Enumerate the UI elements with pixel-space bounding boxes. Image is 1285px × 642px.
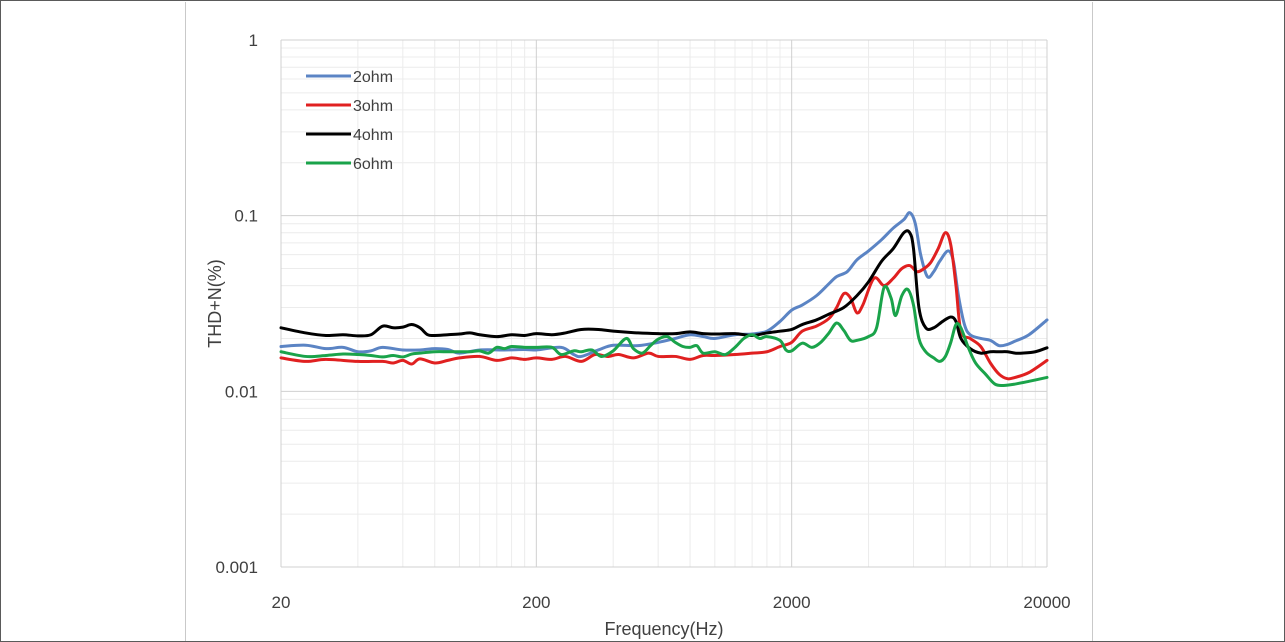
- x-tick-labels: 20 200 2000 20000: [272, 593, 1071, 612]
- legend-label: 6ohm: [353, 156, 393, 173]
- x-tick-label: 20000: [1023, 593, 1070, 612]
- legend: 2ohm 3ohm 4ohm 6ohm: [306, 69, 393, 173]
- x-tick-label: 20: [272, 593, 291, 612]
- legend-label: 3ohm: [353, 98, 393, 115]
- series-lines: [279, 211, 1049, 388]
- x-tick-label: 2000: [773, 593, 811, 612]
- y-axis-title: THD+N(%): [205, 259, 225, 348]
- y-tick-label: 1: [249, 31, 258, 50]
- series-line-3ohm: [279, 231, 1049, 381]
- x-tick-label: 200: [522, 593, 550, 612]
- minor-gridlines: [281, 40, 1047, 567]
- major-gridlines: [280, 39, 1048, 568]
- y-tick-label: 0.001: [215, 558, 258, 577]
- legend-label: 2ohm: [353, 69, 393, 86]
- y-tick-label: 0.01: [225, 382, 258, 401]
- legend-label: 4ohm: [353, 127, 393, 144]
- y-tick-labels: 1 0.1 0.01 0.001: [215, 31, 258, 577]
- x-axis-title: Frequency(Hz): [604, 619, 723, 639]
- y-tick-label: 0.1: [234, 207, 258, 226]
- series-line-4ohm: [279, 229, 1049, 355]
- series-line-6ohm: [279, 284, 1049, 388]
